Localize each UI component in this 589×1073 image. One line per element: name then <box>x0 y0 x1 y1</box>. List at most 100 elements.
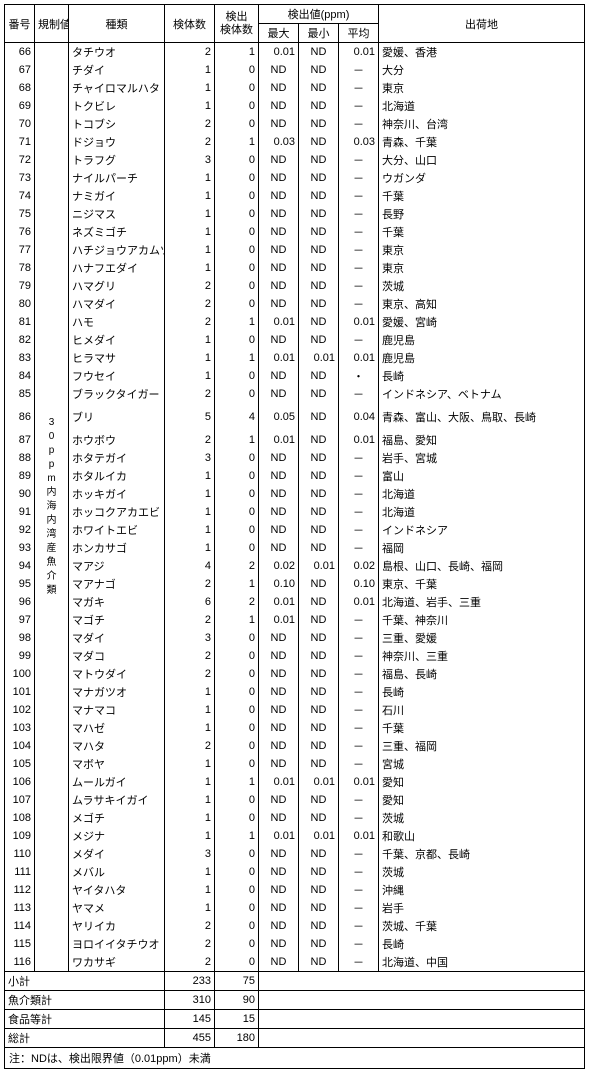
cell: ND <box>299 187 339 205</box>
cell: ND <box>299 881 339 899</box>
cell: マダイ <box>69 629 165 647</box>
cell: 73 <box>5 169 35 187</box>
cell: 0 <box>215 791 259 809</box>
cell: 1 <box>165 773 215 791</box>
cell: ND <box>299 449 339 467</box>
cell: 5 <box>165 403 215 431</box>
summary-samples: 310 <box>165 991 215 1010</box>
cell: 北海道 <box>379 503 585 521</box>
cell: 2 <box>165 43 215 62</box>
cell: 福島、長崎 <box>379 665 585 683</box>
cell: 89 <box>5 467 35 485</box>
cell: 2 <box>165 935 215 953</box>
cell: 67 <box>5 61 35 79</box>
cell: 1 <box>165 367 215 385</box>
cell: ND <box>259 485 299 503</box>
table-row: 84フウセイ10NDND・長崎 <box>5 367 585 385</box>
cell: － <box>339 259 379 277</box>
cell: 88 <box>5 449 35 467</box>
table-row: 98マダイ30NDND－三重、愛媛 <box>5 629 585 647</box>
table-row: 104マハタ20NDND－三重、福岡 <box>5 737 585 755</box>
cell: 茨城 <box>379 277 585 295</box>
cell: 0 <box>215 205 259 223</box>
cell: ヨロイイタチウオ <box>69 935 165 953</box>
cell: マガキ <box>69 593 165 611</box>
cell: ND <box>299 935 339 953</box>
cell: 長野 <box>379 205 585 223</box>
cell: 3 <box>165 449 215 467</box>
cell: ND <box>259 881 299 899</box>
cell: 1 <box>165 539 215 557</box>
cell: 0 <box>215 97 259 115</box>
cell: ND <box>259 755 299 773</box>
table-row: 106ムールガイ110.010.010.01愛知 <box>5 773 585 791</box>
cell: － <box>339 611 379 629</box>
cell: ムールガイ <box>69 773 165 791</box>
cell: 茨城 <box>379 809 585 827</box>
cell: ND <box>299 629 339 647</box>
cell: 北海道、岩手、三重 <box>379 593 585 611</box>
table-row: 80ハマダイ20NDND－東京、高知 <box>5 295 585 313</box>
cell: 77 <box>5 241 35 259</box>
cell: 0 <box>215 935 259 953</box>
cell: ND <box>299 863 339 881</box>
cell: 2 <box>165 917 215 935</box>
hdr-reg: 規制値 <box>35 5 69 43</box>
cell: ND <box>259 503 299 521</box>
cell: 1 <box>165 485 215 503</box>
cell: － <box>339 953 379 972</box>
summary-row: 魚介類計31090 <box>5 991 585 1010</box>
cell: マゴチ <box>69 611 165 629</box>
cell: ND <box>299 115 339 133</box>
cell: ND <box>259 899 299 917</box>
cell: 2 <box>165 133 215 151</box>
cell: ND <box>259 683 299 701</box>
cell: 青森、富山、大阪、鳥取、長崎 <box>379 403 585 431</box>
cell: ND <box>259 205 299 223</box>
cell: 3 <box>165 629 215 647</box>
cell: 1 <box>165 881 215 899</box>
cell: － <box>339 115 379 133</box>
cell: 宮城 <box>379 755 585 773</box>
cell: ND <box>299 367 339 385</box>
cell: － <box>339 809 379 827</box>
cell: 93 <box>5 539 35 557</box>
cell: ND <box>259 151 299 169</box>
cell: 1 <box>165 467 215 485</box>
table-row: 105マボヤ10NDND－宮城 <box>5 755 585 773</box>
cell: トラフグ <box>69 151 165 169</box>
cell: ND <box>299 385 339 403</box>
cell: ND <box>299 719 339 737</box>
table-row: 109メジナ110.010.010.01和歌山 <box>5 827 585 845</box>
cell: ND <box>259 629 299 647</box>
cell: ND <box>299 97 339 115</box>
summary-body: 小計23375魚介類計31090食品等計14515総計455180 <box>5 972 585 1048</box>
summary-label: 食品等計 <box>5 1010 165 1029</box>
cell: ネズミゴチ <box>69 223 165 241</box>
cell: － <box>339 187 379 205</box>
cell: 富山 <box>379 467 585 485</box>
cell: 0 <box>215 719 259 737</box>
cell: タチウオ <box>69 43 165 62</box>
cell: 97 <box>5 611 35 629</box>
cell: ブラックタイガー <box>69 385 165 403</box>
cell: ナイルパーチ <box>69 169 165 187</box>
cell: ヒメダイ <box>69 331 165 349</box>
cell: 1 <box>165 223 215 241</box>
summary-detected: 75 <box>215 972 259 991</box>
cell: 1 <box>165 187 215 205</box>
cell: ND <box>259 935 299 953</box>
table-row: 108メゴチ10NDND－茨城 <box>5 809 585 827</box>
cell: 0.01 <box>299 557 339 575</box>
cell: 1 <box>215 575 259 593</box>
cell: ND <box>299 331 339 349</box>
cell: 0.01 <box>339 773 379 791</box>
cell: 0 <box>215 61 259 79</box>
cell: 0 <box>215 449 259 467</box>
cell: マハゼ <box>69 719 165 737</box>
cell: ND <box>259 953 299 972</box>
table-row: 81ハモ210.01ND0.01愛媛、宮崎 <box>5 313 585 331</box>
cell: 0 <box>215 539 259 557</box>
cell: 2 <box>165 431 215 449</box>
cell: ND <box>299 485 339 503</box>
